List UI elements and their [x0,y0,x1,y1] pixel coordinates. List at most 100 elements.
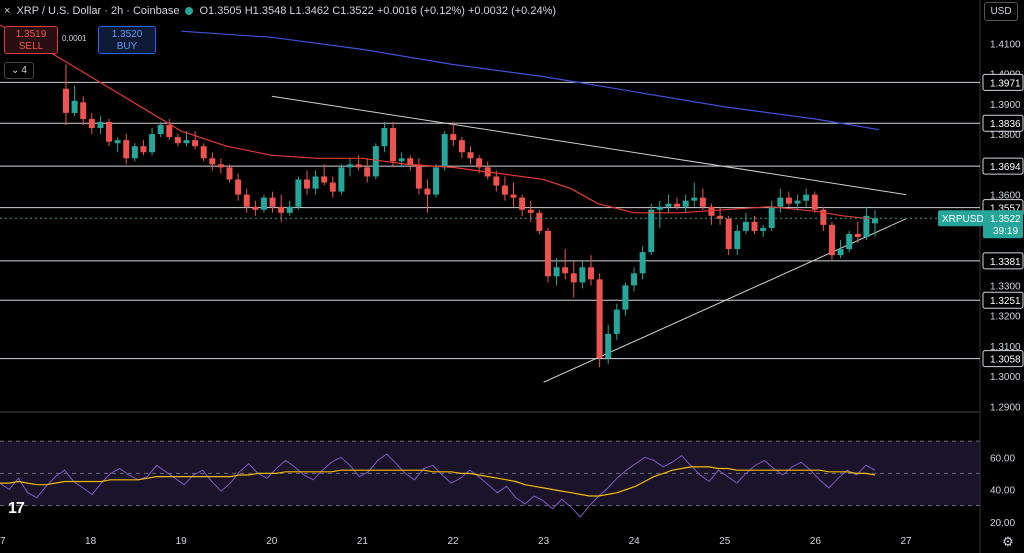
candle-body [785,197,792,204]
rsi-line [0,453,876,518]
rsi-tick-label: 20.00 [990,518,1015,529]
candle-body [347,164,354,168]
candle-body [527,209,534,213]
current-price-tag [983,210,1023,239]
candle-body [295,179,302,207]
candle-body [106,121,113,142]
candle-body [433,167,440,195]
candle-body [510,194,517,198]
candle-body [458,140,465,153]
candle-body [674,203,681,207]
sell-label: SELL [18,41,44,52]
price-tick-label: 1.3100 [990,342,1021,353]
candle-body [415,164,422,189]
candle-body [811,194,818,210]
candle-body [665,203,672,207]
time-tick-label: 22 [447,536,459,547]
market-status-icon [185,7,194,15]
time-tick-label: 19 [176,536,188,547]
price-tick-label: 1.3300 [990,281,1021,292]
candle-body [587,267,594,280]
candle-body [803,194,810,201]
candle-body [553,267,560,277]
candle-body [407,158,414,165]
price-tick-label: 1.2900 [990,402,1021,413]
candle-body [71,100,78,113]
level-label-box [982,114,1024,132]
symbol-tag-label: XRPUSD [942,214,984,225]
candle-body [450,134,457,141]
level-label-box [982,73,1024,91]
time-tick-label: 21 [357,536,369,547]
candle-body [63,88,69,113]
candle-body [390,128,397,162]
candle-body [278,206,285,213]
time-tick-label: 24 [629,536,641,547]
currency-button[interactable]: USD [984,2,1018,21]
sell-button[interactable]: 1.3519 SELL [4,26,58,54]
time-tick-label: 26 [810,536,822,547]
price-tick-label: 1.3800 [990,130,1021,141]
close-icon[interactable]: × [4,5,11,17]
time-tick-label: 27 [900,536,912,547]
gear-icon[interactable]: ⚙ [1002,534,1014,549]
symbol-tag [938,210,983,227]
candle-body [398,158,405,162]
level-label-box [982,291,1024,309]
candle-body [329,182,336,192]
candle-body [493,176,500,186]
candle-body [140,146,147,153]
level-label-box [982,350,1024,368]
candle-body [192,140,199,147]
candle-body [209,158,216,165]
candle-body [441,134,448,168]
candle-body [863,215,870,237]
candle-body [854,233,861,237]
candle-body [691,197,698,201]
candle-body [605,333,612,359]
candle-body [622,285,629,310]
tradingview-logo[interactable]: 17 [8,500,25,517]
candle-body [312,176,319,189]
candle-body [269,197,276,207]
candle-body [80,102,87,119]
candle-body [286,206,293,213]
candle-body [97,121,104,129]
sell-price: 1.3519 [15,29,47,40]
candle-body [235,179,242,195]
symbol-title[interactable]: XRP / U.S. Dollar · 2h · Coinbase [16,5,180,17]
price-tick-label: 1.3600 [990,191,1021,202]
candle-body [794,200,801,204]
ohlc-values: O1.3505 H1.3548 L1.3462 C1.3522 +0.0016 … [199,5,557,17]
candle-body [364,167,371,177]
ma-slow-line [181,30,879,131]
time-tick-label: 25 [719,536,731,547]
candle-body [648,209,655,253]
buy-button[interactable]: 1.3520 BUY [98,26,156,54]
candle-body [321,176,328,183]
candle-body [639,252,646,274]
level-label: 1.3971 [990,78,1021,89]
trendline-upper [271,95,907,196]
candle-body [536,212,543,231]
candle-body [682,200,689,207]
candle-body [579,267,586,283]
candle-body [751,221,758,231]
rsi-tick-label: 40.00 [990,486,1015,497]
candle-body [157,125,164,135]
candle-body [699,197,706,207]
indicators-toggle-button[interactable]: ⌄ 4 [4,62,34,79]
candle-body [777,197,784,207]
candle-body [570,273,577,283]
candle-body [114,140,121,144]
candle-body [476,158,483,168]
spread-value: 0.0001 [62,34,87,43]
candle-body [260,197,267,210]
candle-body [424,188,431,195]
trendline-lower [543,218,907,383]
current-price-label: 1.3522 [990,214,1021,225]
time-tick-label: 18 [85,536,97,547]
candle-body [519,197,526,210]
candle-body [820,209,827,225]
